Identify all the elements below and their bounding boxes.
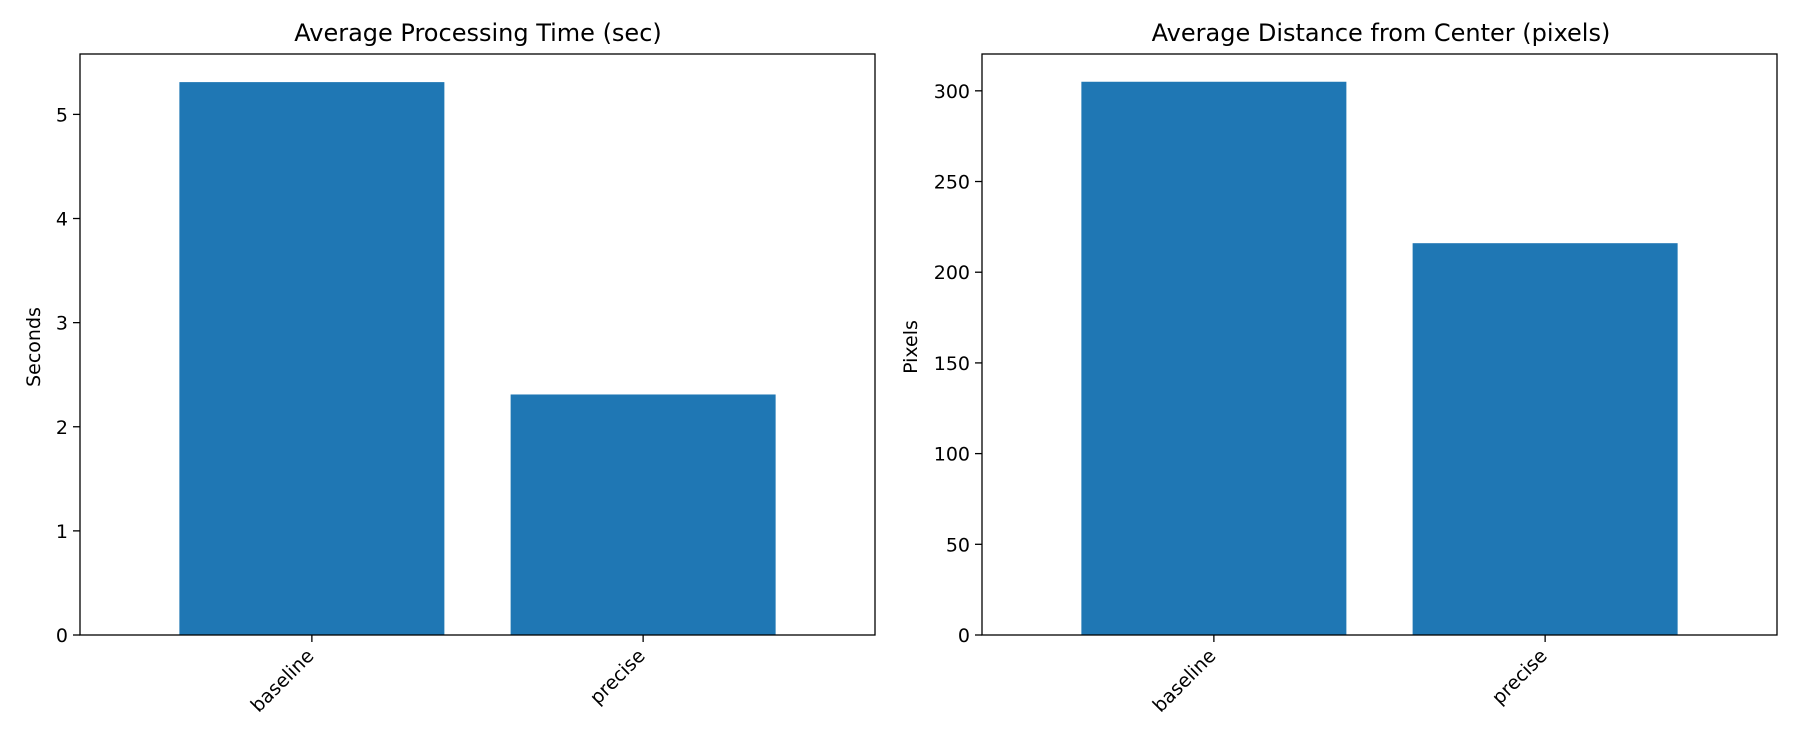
y-tick-label: 50 <box>946 534 970 556</box>
axes-frame <box>79 53 876 636</box>
y-tick-label: 200 <box>934 262 970 284</box>
axes-frame <box>981 53 1778 636</box>
y-tick-label: 300 <box>934 81 970 103</box>
y-tick-label: 4 <box>56 209 68 231</box>
y-tick-label: 5 <box>56 104 68 126</box>
x-tick-label: precise <box>586 645 650 709</box>
y-tick-label: 250 <box>934 172 970 194</box>
x-tick-label: baseline <box>1149 645 1221 717</box>
y-axis-label: Seconds <box>23 307 45 387</box>
y-tick-label: 150 <box>934 353 970 375</box>
bar-baseline <box>1081 81 1347 635</box>
bar-precise <box>1412 243 1678 635</box>
chart-distance-from-center: Average Distance from Center (pixels) Pi… <box>900 19 1778 717</box>
y-tick-label: 0 <box>958 625 970 647</box>
chart-title: Average Processing Time (sec) <box>294 19 662 47</box>
y-tick-label: 2 <box>56 417 68 439</box>
x-tick-label: precise <box>1488 645 1552 709</box>
y-tick-label: 0 <box>56 625 68 647</box>
chart-title: Average Distance from Center (pixels) <box>1152 19 1611 47</box>
y-tick-label: 3 <box>56 313 68 335</box>
bar-baseline <box>179 82 445 635</box>
bar-precise <box>510 394 776 635</box>
y-tick-label: 1 <box>56 521 68 543</box>
x-tick-label: baseline <box>247 645 319 717</box>
y-axis-label: Pixels <box>900 320 922 374</box>
chart-processing-time: Average Processing Time (sec) Seconds ba… <box>23 19 876 717</box>
y-tick-label: 100 <box>934 444 970 466</box>
